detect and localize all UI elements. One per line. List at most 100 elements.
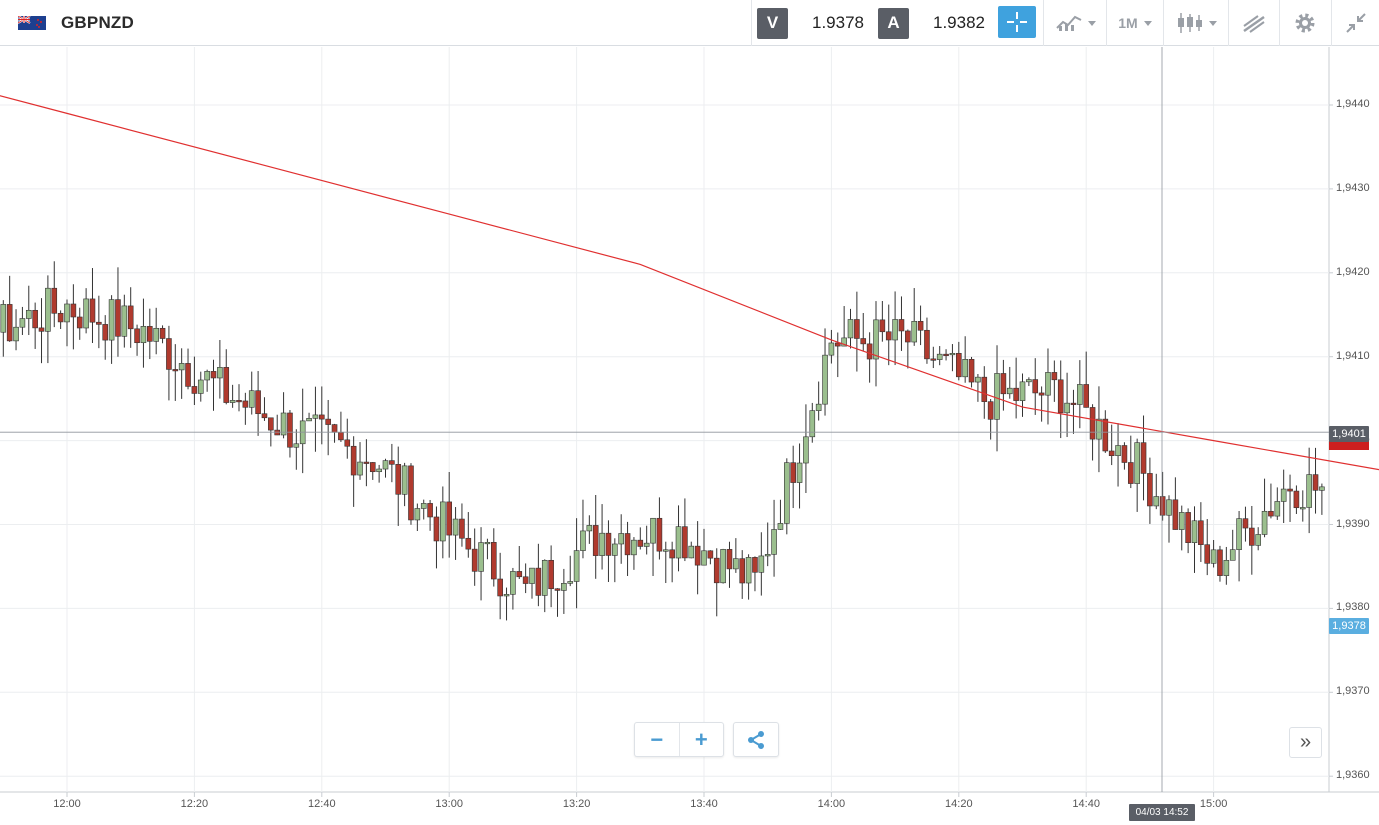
scroll-to-latest-button[interactable]: » (1289, 727, 1322, 758)
candle-body (236, 400, 242, 403)
instrument-symbol: GBPNZD (61, 13, 134, 32)
zoom-in-button[interactable]: + (678, 723, 724, 756)
candle-body (331, 424, 338, 433)
collapse-button[interactable] (1340, 8, 1372, 38)
last-price-label: 1,9401 (1329, 426, 1369, 442)
x-tick-label: 14:20 (945, 798, 973, 810)
candle-body (624, 533, 631, 556)
candle-body (6, 304, 13, 342)
candle-body (96, 321, 102, 325)
candle-body (408, 465, 414, 521)
candle-body (1064, 402, 1070, 414)
candle-body (395, 464, 402, 495)
price-chart[interactable] (0, 47, 1379, 825)
candle-body (510, 571, 516, 595)
x-tick-label: 12:40 (308, 798, 336, 810)
candle-body (1319, 486, 1325, 491)
candle-body (1019, 381, 1026, 401)
candle-body (102, 324, 109, 341)
buy-quote[interactable]: A 1.9382 (878, 6, 993, 40)
drawing-tools-icon (1243, 15, 1265, 33)
settings-gear-icon (1295, 13, 1315, 33)
candle-body (975, 376, 981, 383)
candle-body (382, 460, 389, 470)
candle-body (1229, 549, 1236, 561)
candle-body (363, 461, 370, 464)
candle-body (803, 436, 809, 464)
candle-body (25, 309, 32, 319)
candle-body (612, 543, 618, 556)
candle-body (1191, 520, 1198, 543)
candle-body (51, 287, 58, 314)
candle-body (1159, 496, 1166, 516)
timeframe-dropdown[interactable]: 1M (1112, 8, 1158, 38)
moving-average-line (0, 95, 1379, 471)
candle-body (325, 418, 331, 425)
drawing-tools-button[interactable] (1236, 8, 1272, 38)
candle-body (745, 557, 752, 584)
crosshair-icon (1007, 12, 1027, 32)
candle-body (344, 439, 351, 447)
candle-body (389, 460, 395, 465)
candle-body (599, 532, 605, 556)
y-tick-label: 1,9380 (1336, 601, 1370, 614)
candle-body (1140, 442, 1147, 474)
candle-body (490, 542, 497, 580)
candle-body (1038, 392, 1045, 396)
candle-body (1083, 384, 1089, 408)
candle-body (701, 550, 707, 566)
candle-body (1293, 490, 1300, 509)
candle-body (885, 331, 892, 341)
sell-quote[interactable]: V 1.9378 (757, 6, 872, 40)
candle-body (1166, 499, 1172, 516)
toolbar-divider (1228, 0, 1229, 46)
candle-body (656, 517, 663, 552)
crosshair-time-label: 04/03 14:52 (1129, 804, 1195, 821)
candle-body (350, 445, 357, 476)
candle-body (134, 328, 140, 344)
y-tick-label: 1,9410 (1336, 349, 1370, 362)
candle-body (605, 532, 612, 556)
indicators-button[interactable] (1052, 8, 1100, 38)
candle-body (713, 557, 720, 584)
candle-body (618, 533, 624, 545)
candle-body (548, 559, 554, 590)
candle-body (1178, 512, 1185, 530)
settings-button[interactable] (1288, 8, 1322, 38)
candle-body (446, 501, 453, 536)
candle-body (879, 319, 886, 333)
y-tick-label: 1,9360 (1336, 769, 1370, 782)
x-tick-label: 14:40 (1072, 798, 1100, 810)
candle-body (662, 549, 669, 552)
candle-body (643, 542, 650, 547)
candle-body (675, 526, 682, 559)
candle-body (733, 558, 739, 570)
candle-body (784, 462, 790, 524)
candle-body (1299, 507, 1306, 510)
candle-body (1134, 442, 1140, 484)
candle-body (955, 352, 962, 378)
candle-body (866, 343, 873, 360)
share-button[interactable] (733, 722, 779, 757)
candle-body (1198, 520, 1204, 545)
zoom-out-button[interactable]: − (650, 726, 664, 752)
crosshair-button[interactable] (998, 6, 1036, 38)
toolbar-divider (1331, 0, 1332, 46)
candle-body (248, 390, 255, 408)
candle-body (318, 414, 325, 420)
candle-body (752, 557, 758, 573)
chart-type-button[interactable] (1172, 8, 1222, 38)
candle-body (287, 412, 293, 448)
toolbar-divider (1279, 0, 1280, 46)
candle-body (471, 548, 478, 572)
candle-body (191, 386, 198, 394)
x-tick-label: 13:40 (690, 798, 718, 810)
candle-body (1249, 527, 1255, 546)
chevron-down-icon (1209, 20, 1217, 26)
candle-body (809, 410, 816, 438)
candle-body (478, 542, 484, 572)
candle-body (1057, 379, 1064, 414)
candle-body (1026, 379, 1032, 383)
candle-body (873, 319, 879, 360)
candle-body (1210, 549, 1217, 564)
